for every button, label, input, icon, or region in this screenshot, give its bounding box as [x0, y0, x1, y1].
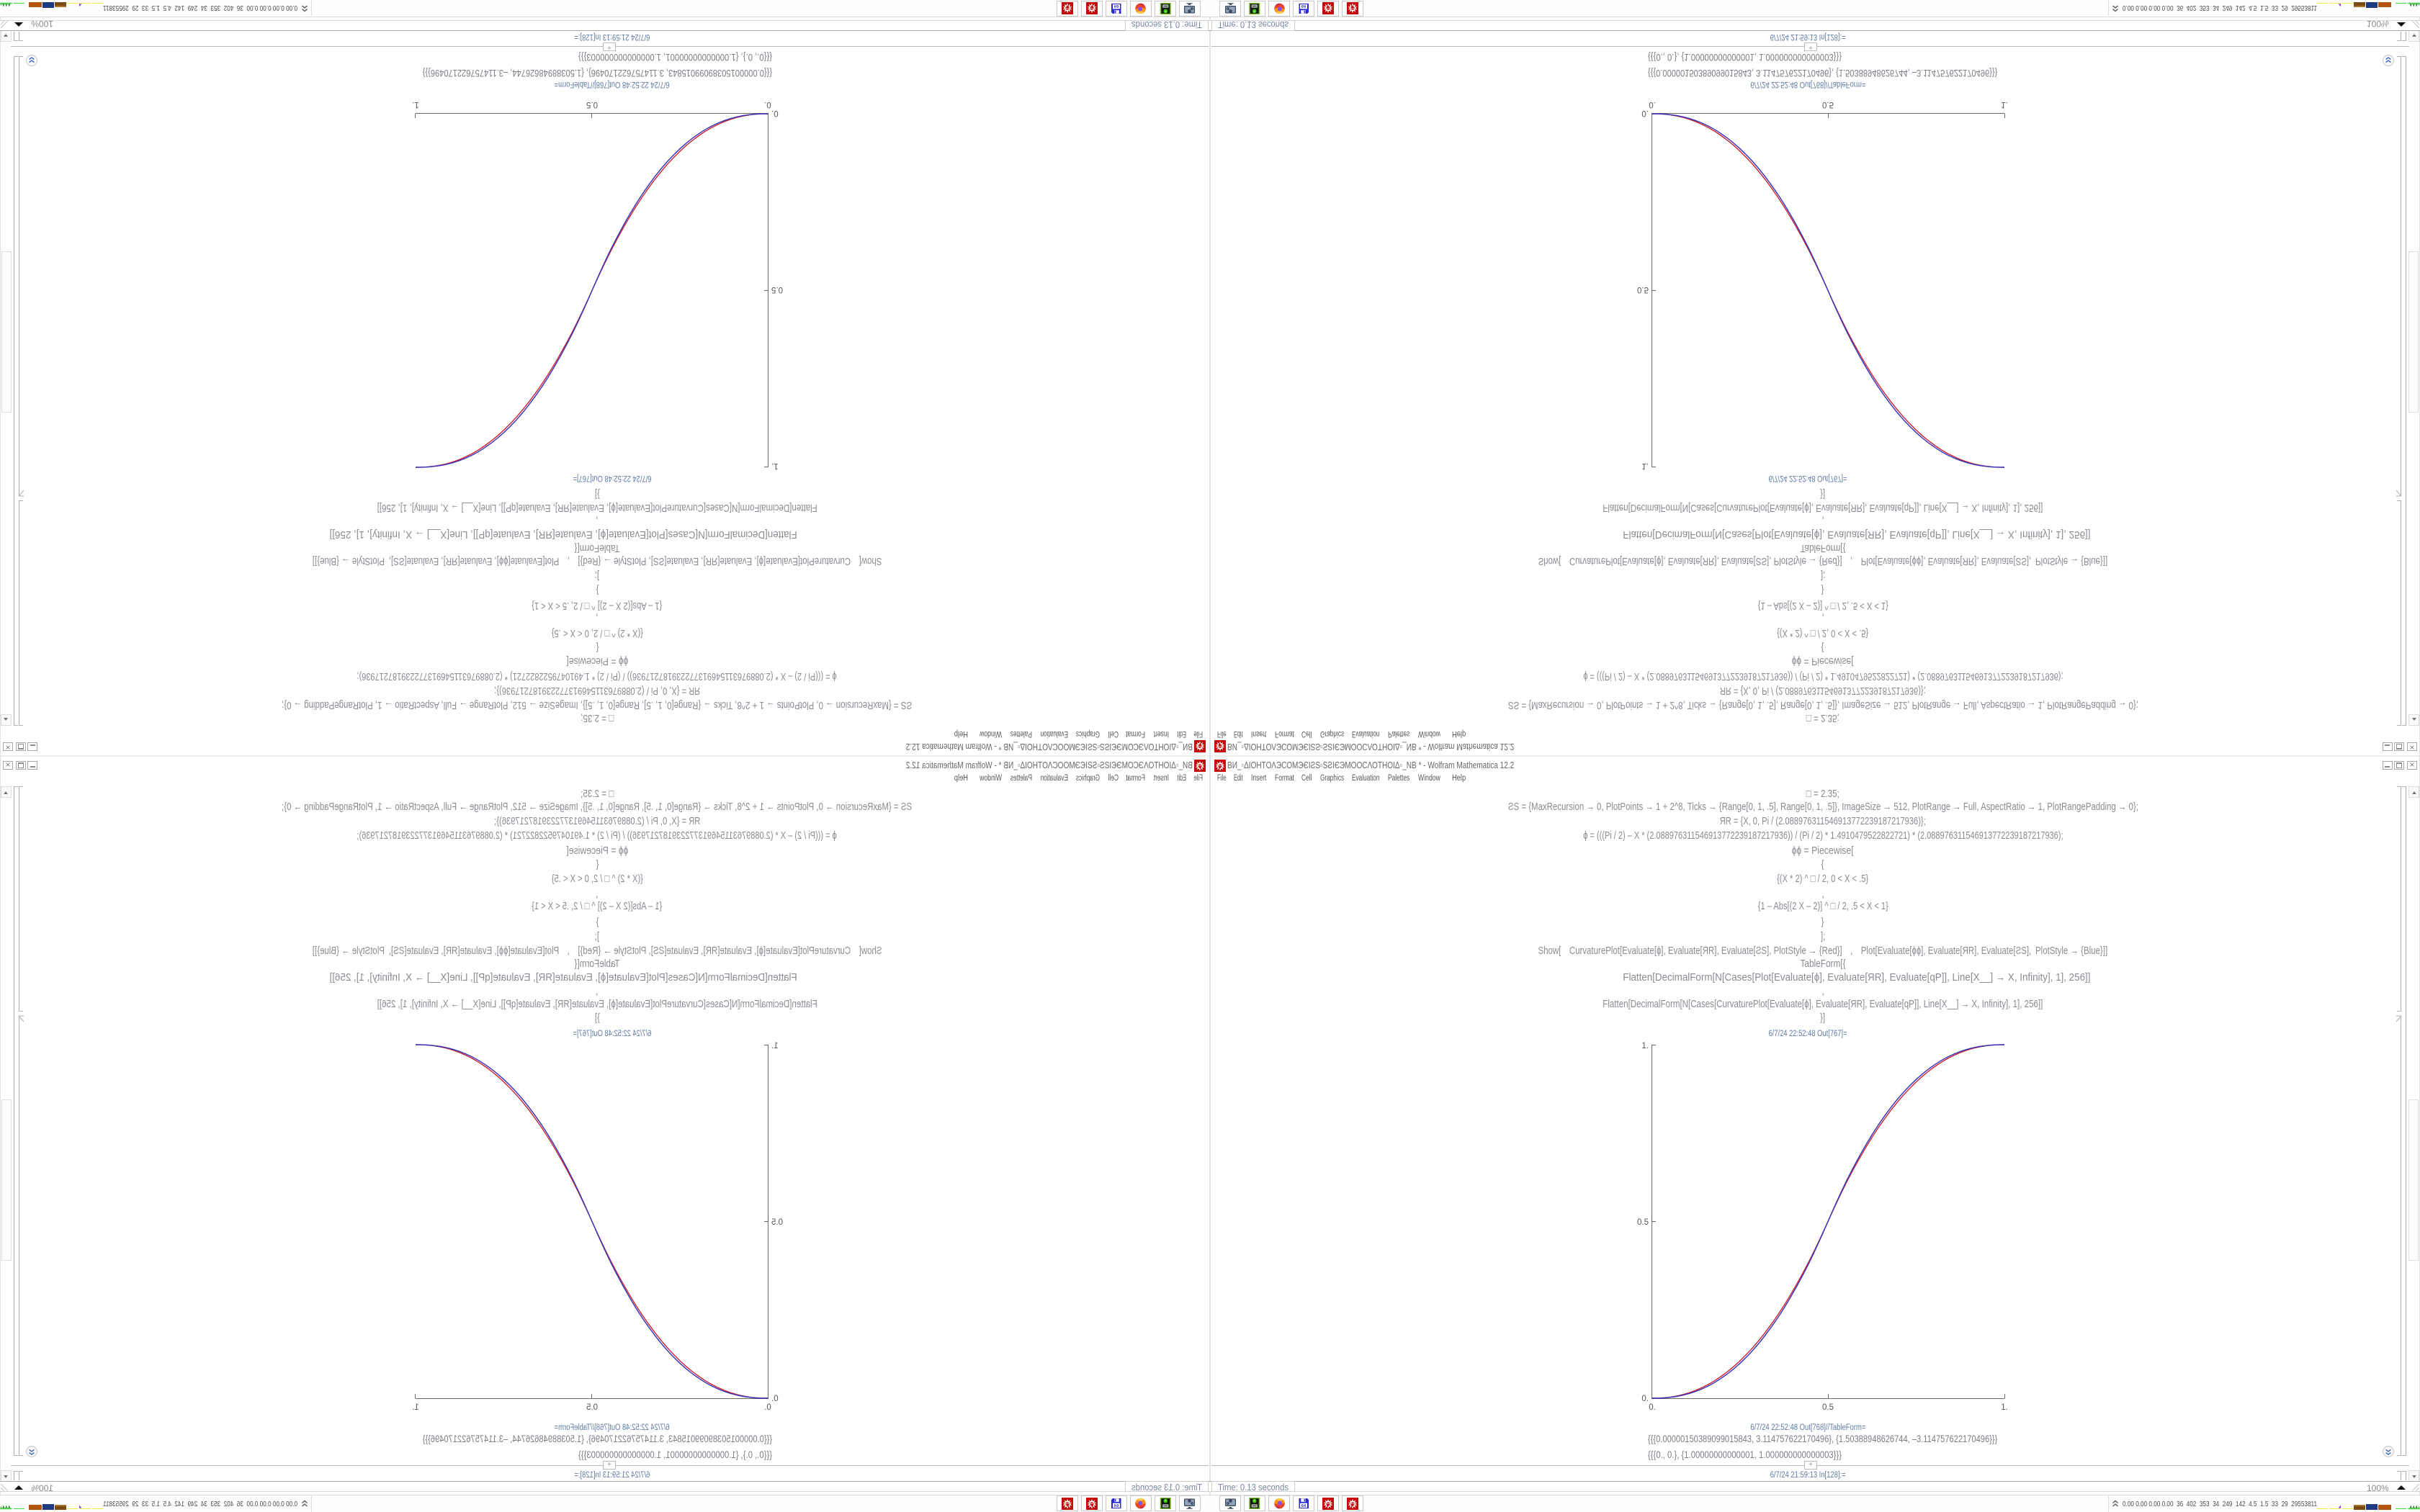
svg-text:0.: 0. [771, 109, 779, 117]
svg-text:1.: 1. [1641, 1042, 1649, 1050]
svg-text:1.: 1. [2001, 1403, 2008, 1412]
svg-text:1.: 1. [1641, 462, 1649, 470]
svg-text:0.5: 0.5 [586, 100, 598, 109]
svg-text:1.: 1. [412, 1403, 419, 1412]
svg-text:64: 64 [1113, 4, 1119, 8]
svg-text:0.: 0. [764, 100, 771, 109]
svg-text:0.5: 0.5 [1637, 1218, 1649, 1227]
svg-text:0.: 0. [1649, 100, 1656, 109]
svg-text:64: 64 [1301, 1504, 1307, 1508]
svg-text:1.: 1. [412, 100, 419, 109]
svg-text:0.: 0. [1649, 1403, 1656, 1412]
svg-text:1.: 1. [771, 462, 779, 470]
svg-text:0.5: 0.5 [1637, 285, 1649, 294]
svg-text:0.: 0. [1641, 109, 1649, 117]
svg-text:0.5: 0.5 [1822, 100, 1834, 109]
svg-text:0.5: 0.5 [586, 1403, 598, 1412]
svg-text:1.: 1. [771, 1042, 779, 1050]
svg-text:0.5: 0.5 [771, 285, 783, 294]
svg-text:0.: 0. [771, 1395, 779, 1403]
svg-text:0.5: 0.5 [771, 1218, 783, 1227]
svg-text:1.: 1. [2001, 100, 2008, 109]
svg-text:64: 64 [1301, 4, 1307, 8]
svg-text:64: 64 [1113, 1504, 1119, 1508]
svg-text:0.5: 0.5 [1822, 1403, 1834, 1412]
svg-text:0.: 0. [1641, 1395, 1649, 1403]
svg-text:0.: 0. [764, 1403, 771, 1412]
